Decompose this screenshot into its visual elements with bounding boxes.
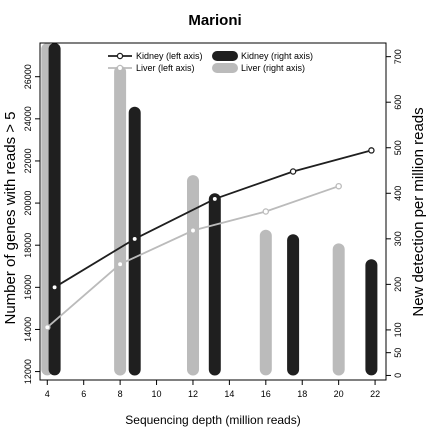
x-tick-label: 12 xyxy=(188,389,198,399)
y-right-tick-label: 0 xyxy=(393,373,403,378)
legend-label: Liver (right axis) xyxy=(241,63,305,73)
y-left-tick-label: 14000 xyxy=(23,317,33,342)
x-tick-label: 10 xyxy=(152,389,162,399)
x-axis: 4 6 8 10 12 14 16 18 20 22 xyxy=(45,380,380,399)
y-right-axis-title: New detection per million reads xyxy=(410,107,427,316)
kidney-point xyxy=(289,168,297,175)
kidney-bar xyxy=(365,259,378,376)
liver-point xyxy=(189,227,197,234)
y-left-tick-label: 26000 xyxy=(23,64,33,89)
legend-marker-swatch xyxy=(116,64,124,72)
y-left-tick-label: 18000 xyxy=(23,233,33,258)
kidney-bar xyxy=(208,193,221,376)
legend: Kidney (left axis) Liver (left axis) Kidne… xyxy=(108,51,313,73)
legend-bar-swatch xyxy=(212,51,238,61)
legend-label: Kidney (left axis) xyxy=(136,51,203,61)
y-left-tick-label: 24000 xyxy=(23,106,33,131)
x-axis-title: Sequencing depth (million reads) xyxy=(125,413,300,427)
legend-bar-swatch xyxy=(212,63,238,73)
plot-frame xyxy=(39,42,387,381)
liver-bar xyxy=(259,229,272,376)
legend-label: Liver (left axis) xyxy=(136,63,195,73)
y-left-tick-label: 20000 xyxy=(23,191,33,216)
liver-bar xyxy=(114,65,127,376)
chart-title: Marioni xyxy=(188,12,241,29)
y-left-tick-label: 12000 xyxy=(23,359,33,384)
legend-marker-swatch xyxy=(116,52,124,60)
y-left-axis-title: Number of genes with reads > 5 xyxy=(2,111,19,324)
lines-layer xyxy=(44,147,375,331)
kidney-bar xyxy=(48,43,61,376)
x-tick-label: 18 xyxy=(297,389,307,399)
kidney-point xyxy=(131,235,138,243)
kidney-point xyxy=(51,284,58,291)
x-tick-label: 8 xyxy=(118,389,123,399)
y-right-tick-label: 50 xyxy=(393,348,403,358)
y-right-tick-label: 400 xyxy=(393,186,403,201)
plot-area xyxy=(39,42,387,381)
kidney-point xyxy=(368,147,375,154)
liver-bar xyxy=(187,175,199,376)
y-right-tick-label: 600 xyxy=(393,95,403,110)
liver-point xyxy=(262,208,270,215)
legend-label: Kidney (right axis) xyxy=(241,51,313,61)
y-left-tick-label: 22000 xyxy=(23,148,33,173)
x-tick-label: 6 xyxy=(81,389,86,399)
y-right-tick-label: 700 xyxy=(393,49,403,64)
liver-bar xyxy=(332,243,345,376)
y-right-tick-label: 200 xyxy=(393,277,403,292)
x-tick-label: 16 xyxy=(261,389,271,399)
x-tick-label: 14 xyxy=(224,389,234,399)
bars-layer xyxy=(41,43,378,376)
y-right-tick-label: 300 xyxy=(393,231,403,246)
x-tick-label: 4 xyxy=(45,389,50,399)
y-right-tick-label: 500 xyxy=(393,140,403,155)
x-tick-label: 20 xyxy=(334,389,344,399)
y-right-tick-label: 100 xyxy=(393,322,403,337)
liver-point xyxy=(116,260,124,268)
kidney-point xyxy=(211,195,219,203)
liver-point xyxy=(44,324,51,331)
y-left-axis: 12000 14000 16000 18000 20000 22000 24000 26000 xyxy=(23,64,40,384)
y-right-axis: 0 50 100 200 300 400 500 600 700 xyxy=(386,49,403,378)
y-left-tick-label: 16000 xyxy=(23,275,33,300)
liver-point xyxy=(335,182,342,190)
kidney-bar xyxy=(287,234,300,376)
x-tick-label: 22 xyxy=(370,389,380,399)
